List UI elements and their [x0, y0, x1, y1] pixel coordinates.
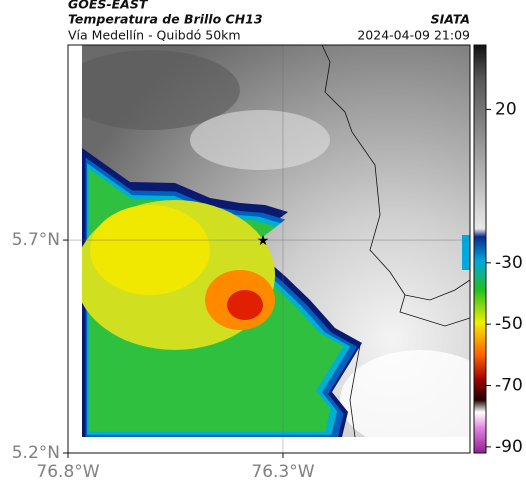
timestamp: 2024-04-09 21:09 [357, 28, 470, 43]
title: Temperatura de Brillo CH13 [68, 12, 263, 27]
source: SIATA [431, 12, 470, 27]
colorbar-tick-label: -90 [495, 437, 523, 457]
location-marker: ★ [257, 233, 270, 249]
map-frame [67, 44, 471, 454]
subtitle: Vía Medellín - Quibdó 50km [68, 28, 241, 43]
satellite-image [82, 45, 470, 437]
colorbar-tick-label: -30 [495, 253, 523, 273]
colorbar-tick-label: 20 [495, 99, 517, 119]
colorbar [473, 44, 487, 454]
colorbar-tick-label: -70 [495, 376, 523, 396]
satellite: GOES-EAST [68, 0, 149, 12]
x-tick-label: 76.3°W [251, 462, 314, 482]
x-tick-label: 76.8°W [36, 462, 99, 482]
y-tick-label: 5.2°N [12, 443, 60, 463]
colorbar-tick-label: -50 [495, 314, 523, 334]
y-tick-label: 5.7°N [12, 230, 60, 250]
